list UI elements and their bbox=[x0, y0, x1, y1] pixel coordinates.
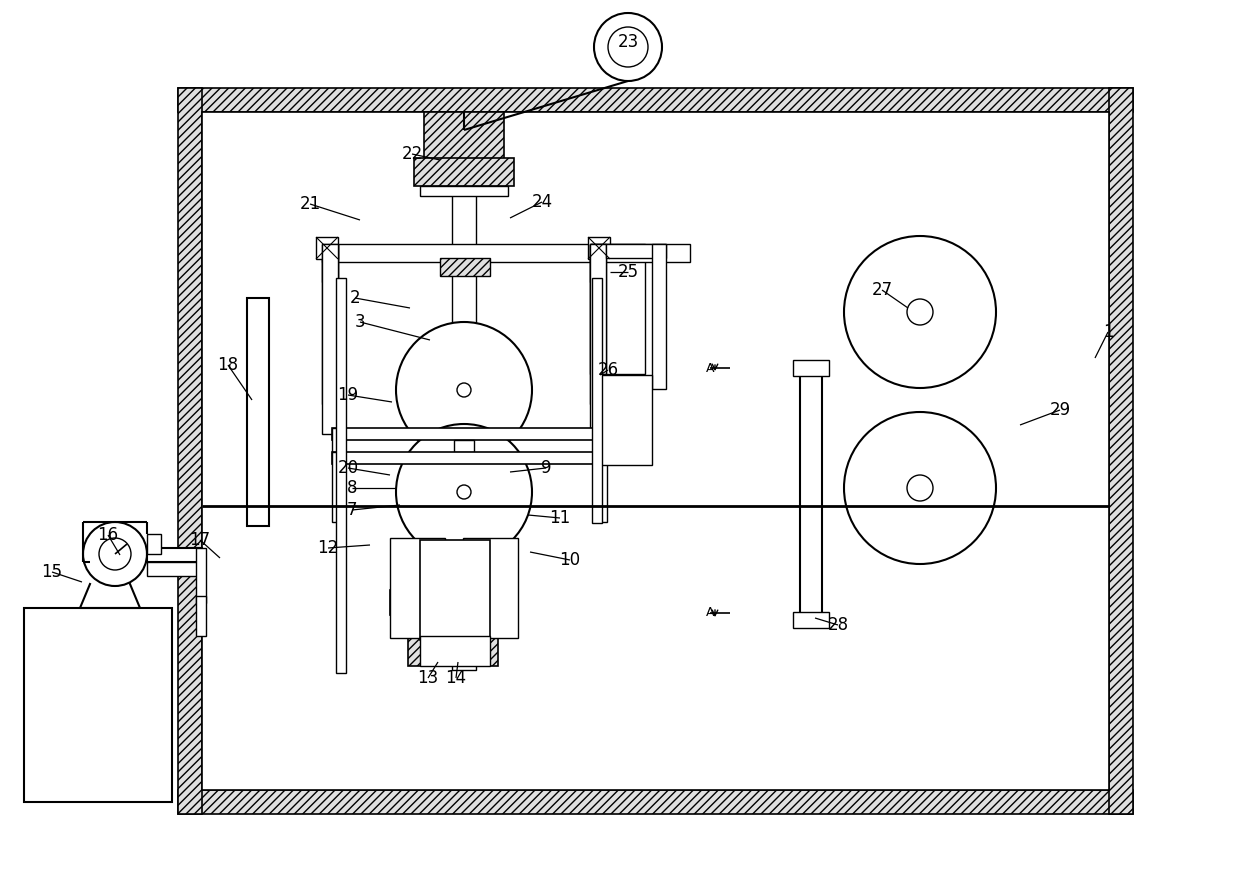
Bar bbox=[1109, 88, 1133, 814]
Circle shape bbox=[396, 322, 532, 458]
Bar bbox=[322, 244, 606, 262]
Text: 15: 15 bbox=[41, 563, 62, 581]
Text: 9: 9 bbox=[541, 459, 552, 477]
Text: 24: 24 bbox=[532, 193, 553, 211]
Circle shape bbox=[608, 27, 649, 67]
Bar bbox=[595, 428, 608, 456]
Bar bbox=[24, 608, 172, 802]
Text: 29: 29 bbox=[1049, 401, 1070, 419]
Text: 11: 11 bbox=[549, 509, 570, 527]
Bar bbox=[590, 244, 606, 404]
Bar bbox=[179, 88, 1133, 112]
Text: 19: 19 bbox=[337, 386, 358, 404]
Text: 16: 16 bbox=[98, 526, 119, 544]
Bar bbox=[590, 244, 606, 434]
Bar bbox=[420, 540, 490, 640]
Bar bbox=[332, 428, 608, 440]
Text: 20: 20 bbox=[337, 459, 358, 477]
Text: 10: 10 bbox=[559, 551, 580, 569]
Bar bbox=[179, 88, 202, 814]
Bar bbox=[595, 452, 608, 522]
Bar bbox=[148, 562, 202, 576]
Bar bbox=[440, 258, 490, 276]
Text: 3: 3 bbox=[355, 313, 366, 331]
Circle shape bbox=[906, 299, 932, 325]
Circle shape bbox=[594, 13, 662, 81]
Circle shape bbox=[83, 522, 148, 586]
Bar bbox=[179, 790, 1133, 814]
Bar bbox=[322, 244, 339, 434]
Bar bbox=[391, 538, 445, 638]
Text: 7: 7 bbox=[347, 501, 357, 519]
Bar bbox=[196, 596, 206, 636]
Bar bbox=[606, 244, 666, 258]
Text: A: A bbox=[706, 362, 714, 374]
Text: 17: 17 bbox=[190, 531, 211, 549]
Bar bbox=[420, 636, 490, 666]
Bar bbox=[420, 186, 508, 196]
Bar bbox=[590, 244, 645, 374]
Bar bbox=[794, 612, 830, 628]
Text: 22: 22 bbox=[402, 145, 423, 163]
Bar bbox=[414, 158, 515, 186]
Bar bbox=[196, 548, 206, 603]
Bar bbox=[391, 590, 440, 615]
Circle shape bbox=[396, 424, 532, 560]
Bar bbox=[600, 375, 652, 465]
Text: 13: 13 bbox=[418, 669, 439, 687]
Bar bbox=[800, 368, 822, 616]
Bar bbox=[652, 244, 666, 389]
Bar bbox=[202, 112, 1109, 790]
Bar bbox=[148, 548, 202, 562]
Bar bbox=[467, 590, 518, 615]
Bar bbox=[454, 440, 474, 452]
Circle shape bbox=[458, 485, 471, 499]
Circle shape bbox=[458, 383, 471, 397]
Bar bbox=[424, 112, 503, 162]
Bar bbox=[332, 428, 343, 456]
Circle shape bbox=[906, 475, 932, 501]
Text: 27: 27 bbox=[872, 281, 893, 299]
Bar bbox=[453, 130, 476, 670]
Bar bbox=[316, 237, 339, 259]
Bar bbox=[794, 360, 830, 376]
Bar bbox=[332, 452, 608, 464]
Bar bbox=[590, 244, 606, 282]
Text: 1: 1 bbox=[1102, 323, 1114, 341]
Text: 28: 28 bbox=[827, 616, 848, 634]
Text: 25: 25 bbox=[618, 263, 639, 281]
Text: 14: 14 bbox=[445, 669, 466, 687]
Bar bbox=[247, 298, 269, 526]
Bar bbox=[322, 244, 339, 404]
Circle shape bbox=[99, 538, 131, 570]
Circle shape bbox=[844, 236, 996, 388]
Circle shape bbox=[844, 412, 996, 564]
Text: 21: 21 bbox=[299, 195, 321, 213]
Bar bbox=[336, 278, 346, 673]
Bar bbox=[332, 452, 343, 522]
Text: 8: 8 bbox=[347, 479, 357, 497]
Bar bbox=[408, 638, 453, 666]
Bar bbox=[590, 244, 689, 262]
Bar bbox=[591, 278, 601, 523]
Bar bbox=[148, 534, 161, 554]
Text: 12: 12 bbox=[317, 539, 339, 557]
Bar bbox=[463, 538, 518, 638]
Text: 18: 18 bbox=[217, 356, 238, 374]
Bar bbox=[322, 244, 339, 282]
Bar bbox=[588, 237, 610, 259]
Text: 23: 23 bbox=[618, 33, 639, 51]
Bar bbox=[453, 638, 498, 666]
Text: 26: 26 bbox=[598, 361, 619, 379]
Text: 2: 2 bbox=[350, 289, 361, 307]
Text: A: A bbox=[706, 607, 714, 620]
